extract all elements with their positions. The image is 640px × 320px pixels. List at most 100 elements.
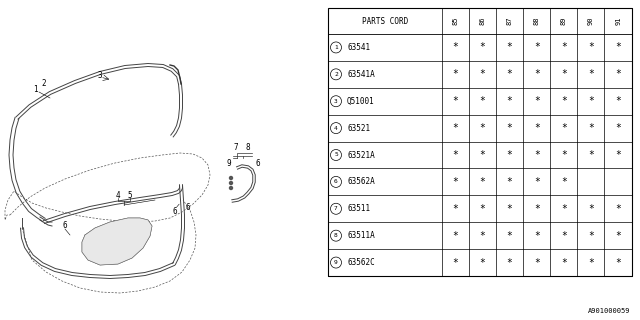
Text: 8: 8 bbox=[334, 233, 338, 238]
Text: *: * bbox=[507, 96, 513, 106]
Polygon shape bbox=[82, 218, 152, 265]
Text: *: * bbox=[507, 43, 513, 52]
Text: *: * bbox=[534, 258, 540, 268]
Circle shape bbox=[330, 203, 342, 214]
Text: A901000059: A901000059 bbox=[588, 308, 630, 314]
Text: *: * bbox=[534, 231, 540, 241]
Text: 6: 6 bbox=[334, 180, 338, 184]
Circle shape bbox=[330, 42, 342, 53]
Text: *: * bbox=[561, 69, 566, 79]
Text: 2: 2 bbox=[42, 78, 46, 87]
Text: *: * bbox=[479, 231, 486, 241]
Text: 86: 86 bbox=[479, 17, 486, 25]
Text: *: * bbox=[507, 150, 513, 160]
Text: *: * bbox=[588, 150, 594, 160]
Circle shape bbox=[330, 69, 342, 80]
Text: 5: 5 bbox=[128, 190, 132, 199]
Text: *: * bbox=[588, 69, 594, 79]
Text: *: * bbox=[588, 43, 594, 52]
Text: 63562C: 63562C bbox=[347, 258, 375, 267]
Text: *: * bbox=[452, 96, 458, 106]
Circle shape bbox=[330, 257, 342, 268]
Text: *: * bbox=[561, 43, 566, 52]
Text: *: * bbox=[452, 69, 458, 79]
Text: 6: 6 bbox=[256, 158, 260, 167]
Text: 91: 91 bbox=[615, 17, 621, 25]
Circle shape bbox=[330, 230, 342, 241]
Text: *: * bbox=[615, 96, 621, 106]
Text: 63521: 63521 bbox=[347, 124, 370, 132]
Text: 1: 1 bbox=[33, 85, 37, 94]
Text: *: * bbox=[479, 177, 486, 187]
Text: *: * bbox=[588, 96, 594, 106]
Text: *: * bbox=[507, 204, 513, 214]
Text: *: * bbox=[534, 43, 540, 52]
Text: 1: 1 bbox=[334, 45, 338, 50]
Text: 7: 7 bbox=[234, 143, 238, 153]
Text: 3: 3 bbox=[334, 99, 338, 104]
Text: *: * bbox=[534, 123, 540, 133]
Text: *: * bbox=[507, 231, 513, 241]
Text: 7: 7 bbox=[334, 206, 338, 211]
Circle shape bbox=[230, 181, 232, 185]
Circle shape bbox=[230, 187, 232, 189]
Text: 88: 88 bbox=[534, 17, 540, 25]
Text: *: * bbox=[479, 123, 486, 133]
Text: *: * bbox=[615, 204, 621, 214]
Text: *: * bbox=[534, 69, 540, 79]
Text: *: * bbox=[615, 231, 621, 241]
Text: *: * bbox=[507, 69, 513, 79]
Circle shape bbox=[330, 123, 342, 134]
Text: *: * bbox=[452, 231, 458, 241]
Text: *: * bbox=[507, 258, 513, 268]
Text: *: * bbox=[615, 123, 621, 133]
Circle shape bbox=[230, 177, 232, 180]
Text: *: * bbox=[561, 123, 566, 133]
Text: *: * bbox=[588, 123, 594, 133]
Text: 4: 4 bbox=[116, 190, 120, 199]
Text: *: * bbox=[615, 69, 621, 79]
Text: *: * bbox=[507, 177, 513, 187]
Circle shape bbox=[330, 96, 342, 107]
Text: 63521A: 63521A bbox=[347, 150, 375, 159]
Text: *: * bbox=[561, 231, 566, 241]
Circle shape bbox=[330, 149, 342, 161]
Text: *: * bbox=[452, 204, 458, 214]
Text: *: * bbox=[561, 204, 566, 214]
Text: *: * bbox=[534, 204, 540, 214]
Text: 2: 2 bbox=[334, 72, 338, 77]
Circle shape bbox=[330, 176, 342, 188]
Text: *: * bbox=[615, 258, 621, 268]
Text: *: * bbox=[561, 177, 566, 187]
Text: *: * bbox=[479, 69, 486, 79]
Text: 63562A: 63562A bbox=[347, 177, 375, 186]
Text: *: * bbox=[479, 96, 486, 106]
Text: *: * bbox=[534, 96, 540, 106]
Text: 63511A: 63511A bbox=[347, 231, 375, 240]
Text: *: * bbox=[479, 204, 486, 214]
Text: 8: 8 bbox=[246, 143, 250, 153]
Text: *: * bbox=[452, 177, 458, 187]
Text: *: * bbox=[479, 258, 486, 268]
Text: *: * bbox=[479, 150, 486, 160]
Text: *: * bbox=[534, 177, 540, 187]
Text: Q51001: Q51001 bbox=[347, 97, 375, 106]
Text: *: * bbox=[452, 150, 458, 160]
Text: 85: 85 bbox=[452, 17, 458, 25]
Text: *: * bbox=[561, 258, 566, 268]
Text: 6: 6 bbox=[63, 221, 67, 230]
Text: 63541A: 63541A bbox=[347, 70, 375, 79]
Text: *: * bbox=[561, 150, 566, 160]
Bar bbox=[328, 8, 632, 276]
Text: 9: 9 bbox=[334, 260, 338, 265]
Text: *: * bbox=[452, 123, 458, 133]
Text: *: * bbox=[452, 43, 458, 52]
Text: 6: 6 bbox=[173, 206, 177, 215]
Text: *: * bbox=[615, 150, 621, 160]
Text: PARTS CORD: PARTS CORD bbox=[362, 17, 408, 26]
Text: *: * bbox=[452, 258, 458, 268]
Text: 4: 4 bbox=[334, 126, 338, 131]
Text: 6: 6 bbox=[186, 204, 190, 212]
Text: *: * bbox=[588, 258, 594, 268]
Text: 63511: 63511 bbox=[347, 204, 370, 213]
